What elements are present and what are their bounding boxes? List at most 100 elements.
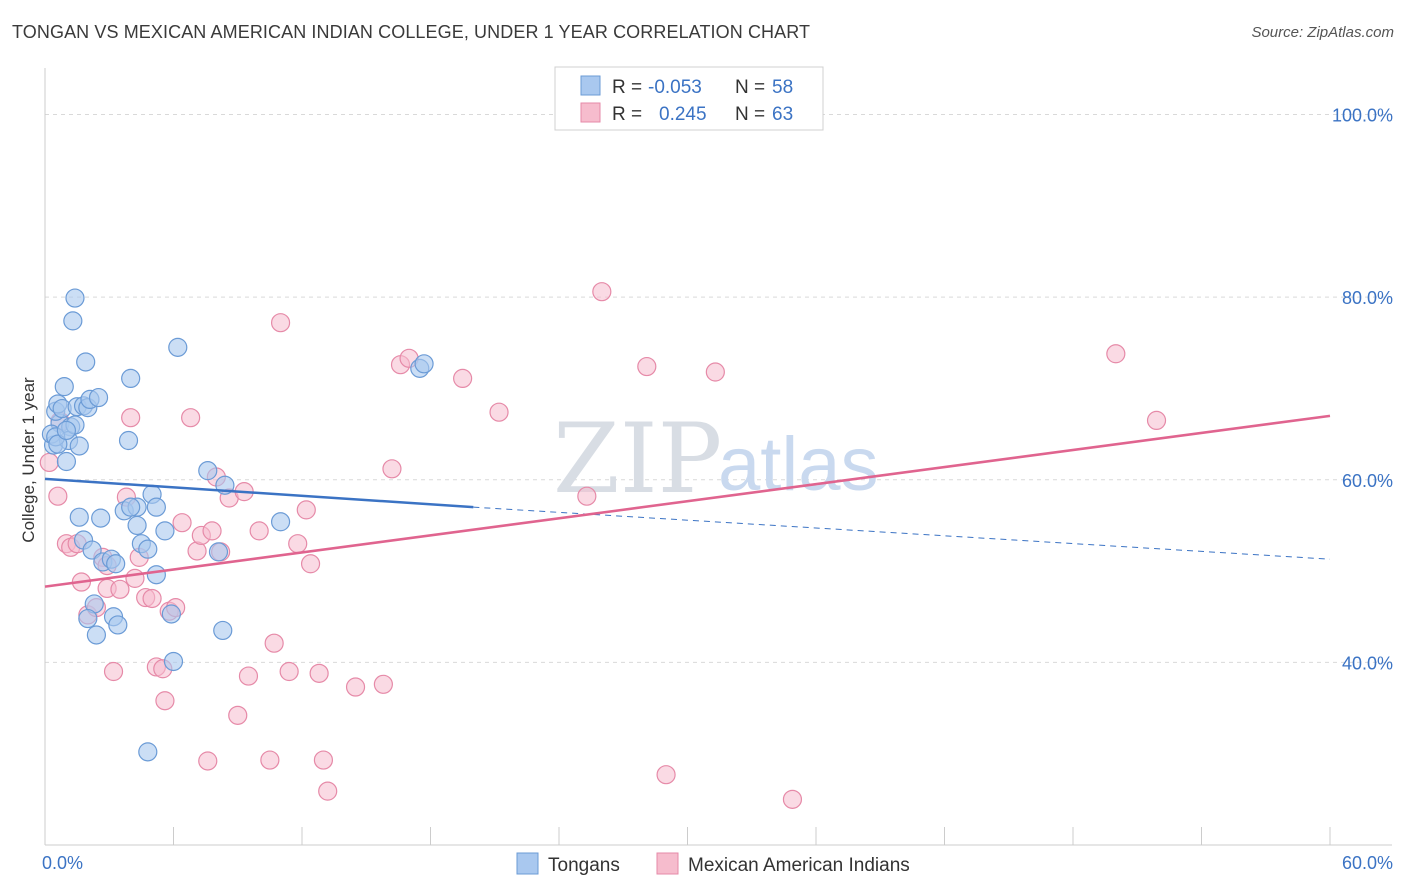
tongan-point: [56, 420, 77, 441]
mexican-point: [125, 568, 145, 588]
tongan-point: [108, 615, 128, 635]
mexican-point: [382, 459, 402, 479]
mexican-point: [249, 521, 269, 541]
mexican-trend-line: [44, 414, 1331, 588]
bottom-legend-swatch-mexican: [656, 852, 679, 875]
mexican-point: [453, 368, 473, 389]
mexican-point: [1106, 344, 1126, 364]
y-axis-label: College, Under 1 year: [19, 377, 38, 543]
tongan-point: [121, 497, 141, 517]
mexican-point: [577, 486, 597, 506]
tongan-point: [127, 515, 147, 536]
series-legend: Tongans Mexican American Indians: [516, 852, 910, 876]
mexican-point: [181, 408, 201, 428]
tongan-point: [163, 651, 184, 672]
tongan-point: [138, 742, 158, 762]
series-tongans: [41, 288, 434, 762]
mexican-point: [1146, 410, 1167, 431]
mexican-point: [260, 750, 280, 770]
bottom-legend-label-mexican: Mexican American Indians: [688, 855, 910, 876]
tongan-point: [69, 436, 89, 456]
tongan-point: [63, 311, 83, 331]
tongan-point: [138, 539, 158, 559]
mexican-point: [264, 633, 284, 653]
y-tick-labels: 40.0% 60.0% 80.0% 100.0%: [1332, 106, 1393, 674]
mexican-point: [48, 486, 68, 506]
mexican-point: [782, 789, 803, 809]
gridlines: [45, 114, 1392, 663]
mexican-point: [345, 677, 366, 697]
mexican-point: [39, 452, 59, 473]
tongan-point: [54, 377, 74, 397]
series-mexican-american-indians: [39, 282, 1167, 809]
source-credit: Source: ZipAtlas.com: [1251, 24, 1394, 41]
tongan-point: [155, 521, 175, 541]
chart-title: TONGAN VS MEXICAN AMERICAN INDIAN COLLEG…: [12, 22, 811, 42]
tongan-point: [88, 387, 109, 408]
mexican-point: [270, 313, 291, 333]
mexican-point: [198, 751, 218, 771]
trend-lines: [44, 414, 1331, 588]
y-tick-label: 40.0%: [1342, 653, 1393, 673]
mexican-point: [202, 521, 222, 541]
legend-n-label-1: N =: [735, 77, 765, 98]
tongan-point: [208, 542, 229, 562]
mexican-point: [172, 513, 192, 533]
mexican-point: [238, 666, 259, 686]
bottom-legend-label-tongans: Tongans: [548, 855, 620, 876]
mexican-point: [637, 356, 657, 377]
mexican-point: [489, 402, 509, 422]
x-tick-labels: 0.0% 60.0%: [42, 853, 1393, 873]
mexican-point: [155, 691, 175, 711]
mexican-point: [142, 588, 162, 609]
tongan-point: [78, 608, 98, 629]
tongan-trend-extension: [473, 506, 1331, 560]
mexican-point: [121, 408, 141, 428]
mexican-point: [373, 674, 393, 694]
mexican-point: [309, 663, 329, 683]
x-tick-label: 60.0%: [1342, 853, 1393, 873]
tongan-point: [168, 337, 188, 357]
legend-n-label-2: N =: [735, 104, 765, 125]
legend-r-label-1: R =: [612, 77, 642, 98]
tongan-point: [118, 430, 139, 451]
mexican-point: [103, 661, 124, 682]
tongan-point: [86, 625, 107, 645]
tongan-point: [121, 368, 141, 389]
tongan-point: [76, 352, 96, 372]
mexican-point: [313, 750, 334, 770]
mexican-point: [705, 362, 725, 382]
x-tick-label: 0.0%: [42, 853, 83, 873]
mexican-point: [110, 579, 130, 599]
bottom-legend-swatch-tongans: [516, 852, 539, 875]
y-tick-label: 60.0%: [1342, 471, 1393, 491]
mexican-point: [279, 661, 299, 682]
tongan-point: [56, 451, 77, 472]
legend-swatch-tongans: [580, 75, 601, 96]
y-tick-label: 80.0%: [1342, 288, 1393, 308]
mexican-point: [296, 500, 316, 520]
tongan-point: [161, 604, 181, 624]
legend-r-label-2: R =: [612, 104, 642, 125]
tongan-point: [48, 434, 68, 454]
legend-swatch-mexican: [580, 102, 601, 123]
legend-n-value-1: 58: [772, 77, 793, 98]
mexican-point: [656, 765, 676, 785]
tongan-point: [65, 288, 85, 308]
legend-r-value-1: -0.053: [648, 77, 702, 98]
tongan-point: [414, 354, 434, 374]
mexican-point: [300, 554, 321, 574]
tongan-point: [146, 565, 166, 585]
tongan-point: [146, 497, 166, 517]
tongan-point: [213, 620, 233, 641]
mexican-point: [228, 705, 248, 725]
tongan-point: [82, 540, 102, 560]
mexican-point: [318, 781, 338, 801]
tongan-point: [106, 554, 126, 574]
tongan-trend-line: [44, 477, 474, 509]
mexican-point: [288, 534, 308, 554]
tongan-point: [198, 461, 218, 481]
correlation-legend: R = -0.053 N = 58 R = 0.245 N = 63: [554, 66, 824, 131]
mexican-point: [592, 282, 612, 302]
